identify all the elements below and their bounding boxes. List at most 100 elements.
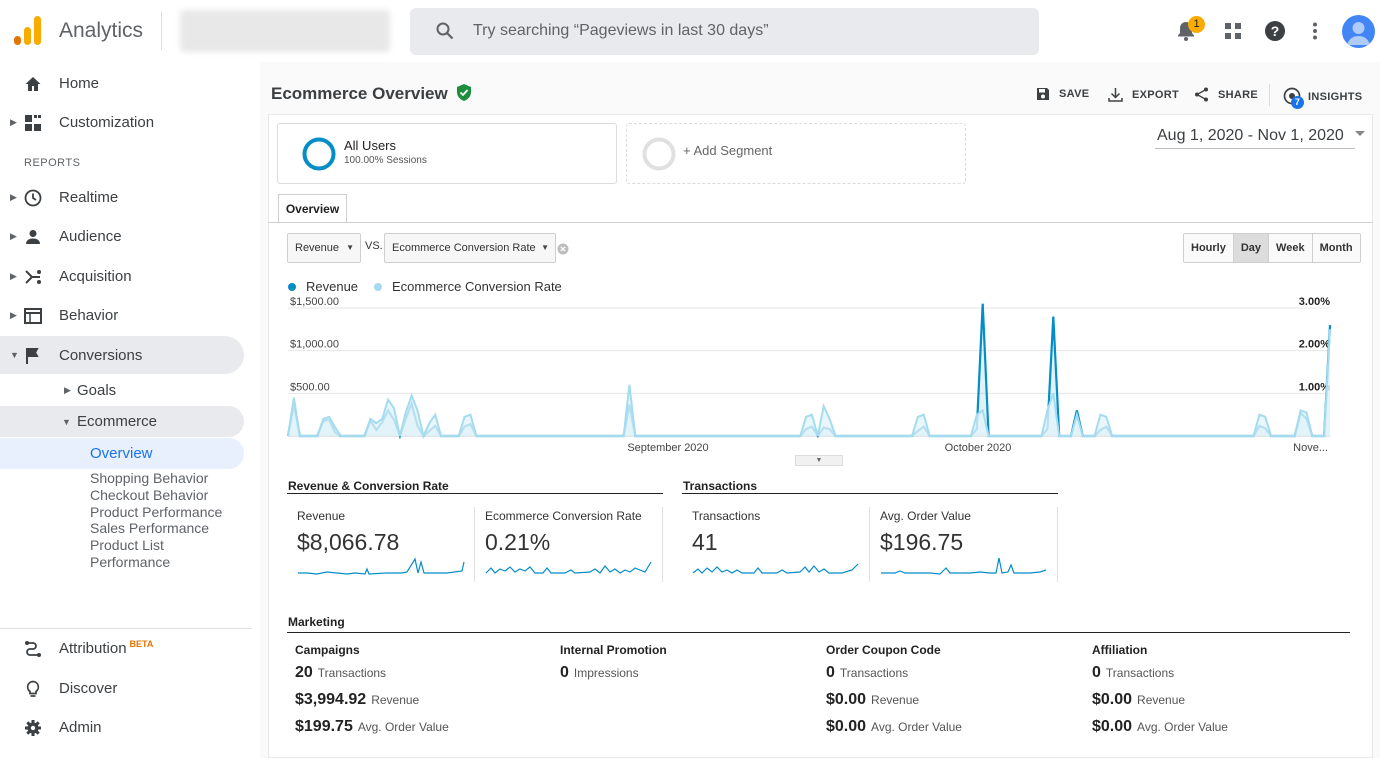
expand-arrow-icon: ▶ xyxy=(10,191,17,202)
help-icon[interactable]: ? xyxy=(1265,21,1285,41)
sidebar-item-shopping-behavior[interactable]: Shopping Behavior xyxy=(90,470,209,486)
sidebar-item-checkout-behavior[interactable]: Checkout Behavior xyxy=(90,486,209,503)
tab-overview[interactable]: Overview xyxy=(278,194,347,223)
share-button[interactable]: SHARE xyxy=(1194,87,1258,102)
primary-metric-select[interactable]: Revenue ▼ xyxy=(287,233,361,263)
metric-label: Ecommerce Conversion Rate xyxy=(485,509,642,523)
label: Revenue xyxy=(1137,693,1186,707)
sidebar-item-goals[interactable]: ▶ Goals xyxy=(0,371,244,409)
revenue-section-title: Revenue & Conversion Rate xyxy=(288,479,449,493)
metric-transactions[interactable]: Transactions 41 xyxy=(692,509,760,556)
add-segment-button[interactable]: + Add Segment xyxy=(626,123,966,184)
page-title: Ecommerce Overview xyxy=(271,84,472,104)
transactions-section-title: Transactions xyxy=(683,479,758,493)
campaigns-heading[interactable]: Campaigns xyxy=(295,643,360,657)
metric-value: 41 xyxy=(692,529,718,555)
ecommerce-sub-list: Shopping Behavior Checkout Behavior Prod… xyxy=(90,470,240,627)
month-button[interactable]: Month xyxy=(1319,242,1353,254)
label: Avg. Order Value xyxy=(1137,720,1228,734)
sidebar-item-acquisition[interactable]: ▶ Acquisition xyxy=(0,257,244,295)
notification-badge: 1 xyxy=(1188,16,1205,33)
revenue-conversion-chart[interactable]: $500.00 $1,000.00 $1,500.00 1.00% 2.00% 3.00%… xyxy=(268,296,1363,466)
sidebar-item-label: Discover xyxy=(59,679,118,697)
y-left-tick-label: $1,500.00 xyxy=(290,296,339,308)
sidebar-item-behavior[interactable]: ▶ Behavior xyxy=(0,296,244,334)
series-area-conversion-rate xyxy=(288,329,1330,436)
sidebar-item-audience[interactable]: ▶ Audience xyxy=(0,217,244,255)
user-avatar[interactable] xyxy=(1342,15,1375,48)
person-icon xyxy=(26,230,40,244)
sidebar-item-realtime[interactable]: ▶ Realtime xyxy=(0,178,244,216)
label: Transactions xyxy=(839,666,909,680)
metric-revenue[interactable]: Revenue $8,066.78 xyxy=(297,509,399,556)
label: Impressions xyxy=(573,666,639,680)
metric-divider xyxy=(1057,507,1058,582)
sidebar-item-label: Customization xyxy=(59,113,155,131)
day-button[interactable]: Day xyxy=(1233,234,1270,262)
segment-all-users[interactable]: All Users 100.00% Sessions xyxy=(277,123,617,184)
internal-promotion-heading[interactable]: Internal Promotion xyxy=(560,643,667,657)
avatar-person-icon xyxy=(1347,22,1370,45)
analytics-logo-icon[interactable] xyxy=(14,16,42,46)
week-button[interactable]: Week xyxy=(1269,234,1313,262)
label: Avg. Order Value xyxy=(357,720,449,734)
value: 0 xyxy=(560,664,569,681)
section-rule xyxy=(287,632,1350,633)
search-box[interactable]: Try searching “Pageviews in last 30 days… xyxy=(410,8,1039,55)
collapse-arrow-icon: ▼ xyxy=(10,350,19,360)
hourly-button[interactable]: Hourly xyxy=(1184,234,1234,262)
series-line-conversion-rate xyxy=(287,329,1331,440)
section-rule xyxy=(287,493,663,494)
remove-compare-icon[interactable] xyxy=(557,243,569,255)
metric-avg-order-value[interactable]: Avg. Order Value $196.75 xyxy=(880,509,971,556)
sidebar-item-sales-performance[interactable]: Sales Performance xyxy=(90,520,210,537)
account-selector[interactable] xyxy=(180,10,390,52)
sidebar-item-product-performance[interactable]: Product Performance xyxy=(90,503,223,520)
sidebar-item-customization[interactable]: ▶ Customization xyxy=(0,103,244,141)
expand-arrow-icon: ▶ xyxy=(10,116,17,127)
affiliation-avg-order: $0.00 Avg. Order Value xyxy=(1092,718,1228,736)
sidebar-item-attribution[interactable]: Attribution BETA xyxy=(0,629,244,667)
export-button[interactable]: EXPORT xyxy=(1108,87,1179,102)
sidebar-item-overview[interactable]: Overview xyxy=(0,438,244,469)
more-vert-icon[interactable] xyxy=(1312,22,1318,40)
home-icon xyxy=(25,77,41,91)
sidebar-item-discover[interactable]: Discover xyxy=(0,669,244,707)
primary-metric-value: Revenue xyxy=(295,242,340,254)
coupon-code-heading[interactable]: Order Coupon Code xyxy=(826,643,941,657)
value: 0 xyxy=(1092,664,1101,681)
gear-icon xyxy=(25,720,41,736)
sidebar-item-home[interactable]: Home xyxy=(0,64,244,102)
insights-button[interactable]: 7 INSIGHTS xyxy=(1283,87,1362,109)
search-input[interactable]: Try searching “Pageviews in last 30 days… xyxy=(473,22,769,39)
metric-conversion-rate[interactable]: Ecommerce Conversion Rate 0.21% xyxy=(485,509,642,556)
coupon-transactions: 0 Transactions xyxy=(826,664,908,682)
apps-grid-icon[interactable] xyxy=(1224,22,1242,40)
sidebar-item-product-list-performance[interactable]: Product List Performance xyxy=(90,537,171,570)
campaigns-revenue: $3,994.92 Revenue xyxy=(295,691,419,709)
y-right-tick-label: 3.00% xyxy=(1299,296,1330,308)
divider xyxy=(161,12,162,50)
sidebar-item-label: Home xyxy=(59,74,100,92)
conversion-sparkline xyxy=(485,561,652,574)
value: 20 xyxy=(295,664,313,681)
x-tick-label: Nove... xyxy=(1293,442,1328,454)
sidebar-item-admin[interactable]: Admin xyxy=(0,708,244,746)
date-range-text: Aug 1, 2020 - Nov 1, 2020 xyxy=(1157,127,1344,144)
segment-name: All Users xyxy=(344,138,397,153)
date-range-picker[interactable]: Aug 1, 2020 - Nov 1, 2020 xyxy=(1157,127,1366,145)
compare-metric-select[interactable]: Ecommerce Conversion Rate ▼ xyxy=(384,233,556,263)
sidebar-item-ecommerce[interactable]: ▼ Ecommerce xyxy=(0,406,244,437)
affiliation-heading[interactable]: Affiliation xyxy=(1092,643,1148,657)
label: Avg. Order Value xyxy=(871,720,962,734)
sidebar-item-conversions[interactable]: ▼ Conversions xyxy=(0,336,244,374)
caret-down-icon xyxy=(1355,131,1366,136)
save-button[interactable]: SAVE xyxy=(1036,87,1089,101)
app-brand[interactable]: Analytics xyxy=(59,19,144,42)
expand-arrow-icon: ▶ xyxy=(10,270,17,281)
chart-expand-handle[interactable]: ▼ xyxy=(795,455,843,466)
share-label: SHARE xyxy=(1218,88,1259,101)
affiliation-transactions: 0 Transactions xyxy=(1092,664,1174,682)
download-icon xyxy=(1108,88,1123,102)
metric-value: $196.75 xyxy=(880,529,964,555)
